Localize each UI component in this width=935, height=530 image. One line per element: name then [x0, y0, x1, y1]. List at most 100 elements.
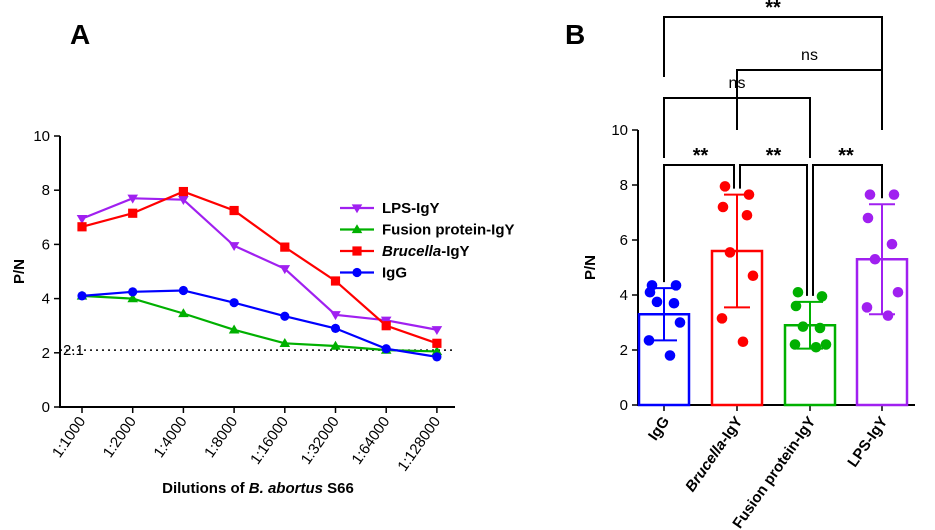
panel-b-data-point [869, 253, 881, 265]
panel-a-data-point [228, 324, 240, 334]
panel-b-data-point [797, 321, 809, 332]
panel-b-data-point [724, 247, 736, 258]
panel-b-y-tick-label: 6 [620, 232, 628, 249]
panel-a-data-point [381, 344, 391, 354]
panel-b-label: B [565, 19, 585, 50]
panel-b-y-tick-label: 0 [620, 397, 628, 414]
panel-b-significance-label: ** [693, 145, 709, 167]
panel-a-data-point [127, 194, 138, 204]
panel-a-data-point [330, 323, 341, 334]
panel-a-data-point [279, 265, 291, 275]
panel-b-data-point [820, 339, 832, 350]
panel-a-data-point [178, 196, 189, 205]
panel-b-data-point [792, 286, 804, 298]
panel-a-data-point [330, 276, 341, 286]
panel-b-data-point [888, 189, 900, 200]
panel-b-data-point [741, 209, 753, 221]
panel-a-data-point [127, 293, 138, 303]
panel-b-data-point [716, 313, 728, 324]
panel-a-threshold-label: 2.1 [63, 342, 84, 359]
panel-a-data-point [279, 338, 291, 347]
panel-b-significance-label: ** [765, 0, 781, 19]
panel-a-y-tick-label: 0 [42, 399, 50, 416]
panel-b-x-tick-label: IgG [645, 414, 673, 444]
panel-a-data-point [431, 326, 443, 336]
panel-a-x-tick-label: 1:8000 [201, 414, 241, 461]
panel-a-x-tick-label: 1:16000 [247, 414, 292, 468]
panel-b-data-point [864, 189, 876, 200]
panel-b-data-point [747, 270, 759, 282]
panel-b-data-point [861, 302, 873, 313]
panel-b-significance-label: ** [838, 145, 854, 167]
panel-a-data-point [77, 222, 87, 232]
panel-b-data-point [810, 341, 822, 353]
panel-a-x-tick-label: 1:4000 [150, 414, 190, 461]
panel-a-x-tick-label: 1:2000 [100, 414, 140, 461]
panel-b-data-point [862, 212, 874, 224]
panel-b-data-point [737, 336, 749, 348]
panel-b-data-point [670, 280, 682, 291]
panel-a-y-tick-label: 8 [42, 182, 50, 199]
panel-a-legend-label: IgG [382, 265, 407, 282]
panel-a-data-point [76, 214, 88, 224]
panel-b-x-tick-label: Brucella-IgY [682, 414, 746, 495]
panel-b-data-point [886, 238, 898, 250]
panel-b-data-point [816, 291, 828, 302]
panel-a-legend-swatch-marker [352, 246, 362, 256]
panel-a-data-point [77, 291, 87, 301]
panel-b-significance-label: ns [801, 47, 818, 64]
panel-a-data-point [280, 311, 290, 321]
panel-a-data-point [178, 186, 188, 197]
panel-b-significance-bracket [739, 164, 808, 296]
panel-b-data-point [882, 310, 894, 321]
panel-a-line-chart: A 0 2 4 6 8 10 1:1000 1:2000 1:4000 1:8000 1:16000… [11, 19, 515, 497]
panel-a-y-axis-label: P/N [11, 259, 28, 284]
panel-a-data-point [229, 205, 239, 216]
panel-a-series-line [81, 289, 438, 358]
panel-a-data-point [128, 208, 138, 218]
panel-b-data-point [743, 189, 755, 200]
panel-a-legend-swatch-marker [351, 224, 363, 234]
panel-b-y-tick-label: 8 [620, 177, 628, 194]
panel-b-x-tick-label: LPS-IgY [844, 414, 891, 471]
panel-b-x-tick-label: Fusion protein-IgY [729, 414, 819, 530]
panel-b-data-point [674, 317, 686, 328]
panel-b-data-point [643, 335, 655, 346]
panel-b-data-point [814, 322, 826, 334]
panel-b-y-tick-label: 2 [620, 342, 628, 359]
panel-a-legend-swatch-marker [352, 267, 362, 278]
panel-a-x-tick-label: 1:32000 [298, 414, 343, 468]
panel-a-series-line [81, 294, 437, 353]
panel-b-data-point [790, 300, 802, 312]
panel-b-y-tick-label: 4 [620, 287, 628, 304]
panel-a-data-point [330, 340, 341, 350]
panel-b-data-point [644, 286, 656, 298]
panel-b-data-point [719, 181, 731, 192]
panel-a-data-point [280, 242, 290, 252]
panel-a-data-point [381, 321, 391, 331]
panel-b-y-axis-label: P/N [582, 255, 599, 280]
panel-a-data-point [330, 311, 341, 321]
panel-b-axes [637, 130, 915, 406]
panel-a-y-tick-label: 10 [33, 128, 50, 145]
panel-a-legend-label: LPS-IgY [382, 200, 440, 217]
panel-b-data-point [664, 350, 676, 361]
panel-b-data-point [651, 296, 663, 308]
panel-b-data-point [717, 201, 729, 213]
panel-b-data-point [789, 339, 801, 350]
panel-b-significance-bracket [663, 16, 883, 77]
panel-a-data-point [229, 298, 239, 308]
panel-a-x-axis-label: Dilutions of B. abortus S66 [162, 480, 354, 497]
panel-a-label: A [70, 19, 90, 50]
panel-b-data-point [892, 286, 904, 298]
panel-b-data-point [668, 297, 680, 309]
panel-a-data-point [432, 338, 442, 348]
panel-a-series-line [81, 190, 438, 345]
panel-a-legend-label: Fusion protein-IgY [382, 222, 515, 239]
panel-b-significance-bracket [736, 69, 883, 130]
panel-b-significance-bracket [812, 164, 883, 296]
panel-a-y-tick-label: 6 [42, 236, 50, 253]
panel-a-x-tick-label: 1:128000 [394, 414, 444, 475]
